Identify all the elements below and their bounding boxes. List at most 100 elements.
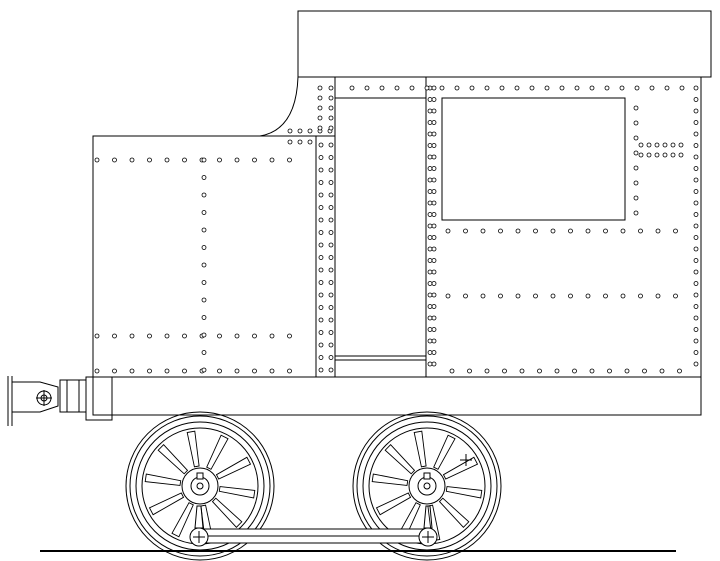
rivet — [467, 368, 472, 374]
rivet — [318, 180, 324, 185]
rivet — [318, 367, 324, 373]
rivet — [502, 368, 507, 374]
rivet — [454, 85, 460, 91]
rivet — [427, 120, 433, 125]
rivet — [638, 228, 643, 234]
rivet — [328, 267, 334, 273]
rivet — [427, 154, 433, 160]
rivet — [287, 128, 293, 134]
rivet — [427, 200, 433, 206]
rivet — [328, 317, 334, 323]
side-tank — [92, 135, 336, 378]
rivet — [693, 131, 699, 137]
rivet — [409, 85, 415, 91]
rivet — [633, 105, 639, 111]
rivet — [431, 85, 437, 91]
rivet — [633, 120, 639, 126]
wheel-spoke — [144, 473, 182, 486]
rivet — [328, 142, 334, 148]
rivet — [533, 293, 538, 299]
rivet — [480, 228, 486, 234]
rivet — [693, 212, 699, 217]
rivet — [633, 135, 639, 141]
rivet — [585, 228, 591, 234]
rivet — [519, 368, 525, 374]
rivet — [287, 368, 292, 374]
rivet — [427, 327, 433, 332]
rivet — [318, 330, 324, 335]
rivet — [604, 85, 610, 91]
rivet — [328, 217, 334, 223]
rivet — [328, 367, 334, 373]
rivet — [201, 350, 207, 355]
rivet — [693, 200, 699, 206]
rivet — [589, 85, 595, 91]
coupler — [7, 376, 87, 426]
rivet — [693, 108, 699, 114]
cab-doorway — [334, 97, 427, 361]
rivet — [147, 157, 152, 163]
rivet — [449, 368, 455, 374]
rivet — [670, 152, 676, 158]
rivet — [662, 152, 668, 158]
rivet — [655, 228, 661, 234]
rivet — [673, 293, 678, 299]
rivet — [287, 157, 292, 163]
rivet — [431, 154, 437, 160]
rivet — [554, 368, 560, 374]
rivet — [427, 108, 433, 114]
rivet — [182, 368, 187, 374]
rivet — [427, 177, 433, 183]
rivet — [328, 85, 334, 91]
rivet — [693, 246, 699, 252]
rivet — [498, 293, 503, 299]
wheel-spoke — [211, 497, 243, 528]
rivet — [328, 192, 334, 198]
rivet — [427, 212, 433, 217]
rivet — [693, 315, 699, 321]
rivet — [328, 155, 334, 160]
rivet — [164, 333, 170, 339]
rivet — [693, 223, 699, 229]
rivet — [693, 281, 699, 286]
rivet — [514, 85, 520, 91]
rivet — [693, 258, 699, 263]
rivet — [649, 85, 655, 91]
rivet — [252, 333, 257, 339]
rivet — [431, 120, 437, 125]
rivet — [431, 304, 437, 309]
rivet — [619, 85, 625, 91]
rivet — [328, 230, 334, 235]
rivet — [201, 297, 207, 303]
rivet — [515, 293, 521, 299]
rivet — [693, 143, 699, 148]
rivet — [318, 230, 324, 235]
rivet — [328, 180, 334, 185]
rivet — [431, 338, 437, 344]
rivet — [427, 166, 433, 171]
rivet — [498, 228, 503, 234]
main-frame — [92, 376, 702, 416]
rivet — [677, 368, 682, 374]
rivet — [328, 205, 334, 210]
rivet — [201, 175, 207, 180]
rivet — [328, 330, 334, 335]
rivet-pattern — [94, 85, 699, 374]
rivet — [693, 304, 699, 309]
rivet — [431, 361, 437, 367]
rivet — [439, 85, 445, 91]
buffer-beam — [85, 376, 113, 421]
rivet — [633, 150, 639, 156]
rivet — [328, 355, 334, 360]
rivet — [533, 228, 538, 234]
rivet — [431, 177, 437, 183]
rivet — [318, 142, 324, 148]
cab-mark — [460, 454, 472, 466]
rivet — [317, 125, 323, 131]
rivet — [317, 105, 323, 111]
rivet — [287, 333, 292, 339]
rivet — [662, 142, 668, 148]
wheel-spoke — [186, 430, 200, 468]
rivet — [427, 223, 433, 229]
